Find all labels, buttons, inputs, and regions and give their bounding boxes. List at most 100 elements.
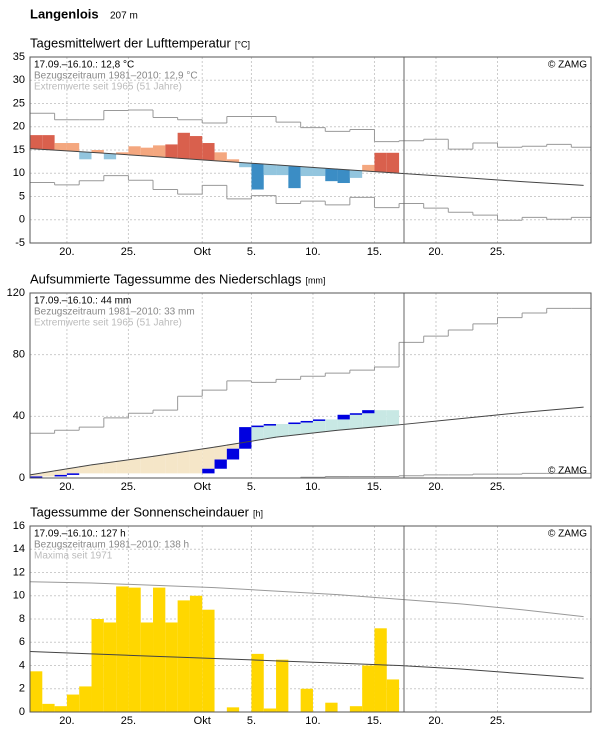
elevation: 207 m	[110, 11, 138, 22]
x-tick-label: 15.	[367, 481, 382, 493]
deviation-area	[140, 457, 154, 474]
y-tick-label: 2	[19, 683, 25, 695]
temp-bar	[386, 152, 400, 173]
x-tick-label: 25.	[490, 715, 505, 727]
y-tick-label: 25	[13, 97, 25, 109]
deviation-area	[103, 462, 117, 474]
y-tick-label: 5	[19, 190, 25, 202]
deviation-area	[165, 453, 178, 474]
temp-bar	[177, 132, 190, 159]
max-line	[29, 581, 584, 618]
deviation-area	[362, 410, 375, 428]
bar	[116, 586, 129, 712]
annotation: 17.09.–16.10.: 44 mm	[34, 296, 131, 307]
plot-border	[29, 525, 592, 713]
x-tick-label: Okt	[194, 246, 211, 258]
temp-bar	[325, 168, 338, 182]
temp-bar	[349, 170, 363, 178]
unit: [mm]	[305, 275, 325, 285]
temp-bar	[79, 151, 92, 160]
x-tick-label: 25.	[121, 481, 136, 493]
deviation-area	[300, 420, 313, 434]
temp-bar	[54, 143, 67, 151]
bar	[153, 587, 166, 712]
x-tick-label: 20.	[59, 715, 74, 727]
temp-bar	[30, 135, 43, 149]
bar	[165, 622, 178, 712]
annotation: Maxima seit 1971	[34, 551, 113, 562]
increment	[288, 422, 301, 425]
increment	[226, 448, 240, 460]
y-tick-label: 80	[13, 349, 25, 361]
copyright: © ZAMG	[548, 529, 587, 540]
x-tick-label: 20.	[428, 481, 443, 493]
increment	[337, 414, 350, 420]
temp-bar	[128, 146, 141, 156]
deviation-area	[251, 425, 264, 441]
bar	[30, 671, 43, 712]
x-tick-label: 25.	[490, 246, 505, 258]
station: Langenlois	[30, 6, 99, 21]
chart-title: Tagesmittelwert der Lufttemperatur	[30, 35, 232, 50]
temp-bar	[226, 159, 240, 162]
bar	[54, 706, 67, 712]
temp-bar	[153, 145, 166, 157]
temp-bar	[165, 144, 178, 158]
x-tick-label: Okt	[194, 481, 211, 493]
annotation: Extremwerte seit 1965 (51 Jahre)	[34, 318, 182, 329]
y-tick-label: 30	[13, 74, 25, 86]
y-tick-label: 40	[13, 410, 25, 422]
plot-border	[29, 56, 592, 244]
y-tick-label: 12	[13, 566, 25, 578]
increment	[251, 425, 264, 428]
bar	[66, 694, 80, 712]
temp-bar	[312, 167, 326, 177]
x-tick-label: 20.	[428, 246, 443, 258]
deviation-area	[42, 471, 55, 477]
annotation: Bezugszeitraum 1981–2010: 33 mm	[34, 307, 195, 318]
deviation-area	[276, 424, 289, 437]
y-tick-label: 0	[19, 472, 25, 484]
increment	[214, 459, 227, 469]
bar	[386, 679, 400, 712]
x-tick-label: 25.	[121, 715, 136, 727]
y-tick-label: 35	[13, 51, 25, 63]
increment	[54, 474, 67, 477]
temp-bar	[300, 166, 313, 177]
bar	[91, 619, 104, 712]
mean-line	[29, 651, 584, 679]
y-tick-label: 14	[13, 543, 25, 555]
x-tick-label: 20.	[428, 715, 443, 727]
mean-line	[29, 148, 584, 186]
x-tick-label: 20.	[59, 246, 74, 258]
chart-title: Aufsummierte Tagessumme des Niederschlag…	[30, 271, 302, 286]
y-tick-label: 0	[19, 214, 25, 226]
bar	[374, 628, 387, 712]
increment	[30, 476, 43, 478]
deviation-area	[386, 410, 400, 426]
deviation-area	[214, 446, 227, 460]
deviation-area	[91, 464, 104, 474]
x-tick-label: 25.	[490, 481, 505, 493]
chart-title: Tagessumme der Sonnenscheindauer	[30, 504, 250, 519]
increment	[239, 427, 252, 449]
unit: [°C]	[235, 39, 250, 49]
temp-bar	[189, 136, 203, 160]
deviation-area	[325, 419, 338, 431]
deviation-area	[288, 422, 301, 436]
unit: [h]	[253, 508, 263, 518]
plot-border	[29, 292, 592, 479]
deviation-area	[30, 473, 43, 477]
bar	[263, 708, 277, 712]
x-tick-label: 15.	[367, 246, 382, 258]
deviation-area	[202, 448, 215, 469]
y-tick-label: 6	[19, 636, 25, 648]
bar	[251, 653, 264, 712]
temp-bar	[91, 150, 104, 153]
copyright: © ZAMG	[548, 466, 587, 477]
x-tick-label: 25.	[121, 246, 136, 258]
increment	[202, 468, 215, 474]
bar	[202, 609, 215, 712]
increment	[312, 419, 326, 421]
